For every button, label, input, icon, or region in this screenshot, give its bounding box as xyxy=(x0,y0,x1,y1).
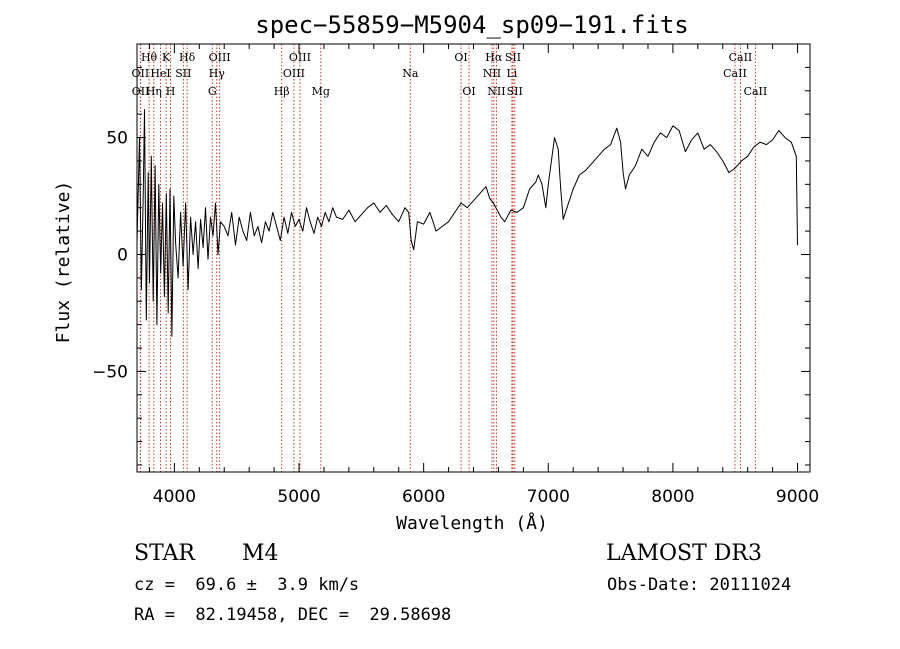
x-tick-label-5: 9000 xyxy=(776,487,819,507)
x-tick-label-0: 4000 xyxy=(153,487,196,507)
line-label-26: CaII xyxy=(723,67,747,80)
coordinates: RA = 82.19458, DEC = 29.58698 xyxy=(134,605,451,625)
line-label-27: CaII xyxy=(744,85,768,98)
line-label-18: OI xyxy=(462,85,475,98)
line-label-6: Hδ xyxy=(179,51,196,64)
line-label-2: OII xyxy=(132,85,150,98)
x-tick-label-4: 8000 xyxy=(651,487,694,507)
survey-name: LAMOST DR3 xyxy=(606,541,762,566)
line-label-12: Hβ xyxy=(274,85,290,98)
obs-date: Obs-Date: 20111024 xyxy=(607,575,791,595)
line-label-23: Li xyxy=(506,67,517,80)
chart-title: spec−55859−M5904_sp09−191.fits xyxy=(255,11,688,39)
object-class: STAR xyxy=(134,541,196,566)
line-label-9: OIII xyxy=(209,51,231,64)
line-labels-layer: Hθ OII OII K HeI Hη Hδ SII H OIII Hγ G Hβ OIII OIII Mg N… xyxy=(132,51,768,98)
line-label-4: HeI xyxy=(150,67,170,80)
y-tick-label-1: 0 xyxy=(117,245,128,265)
x-axis-label: Wavelength (Å) xyxy=(396,512,548,534)
line-label-20: NII xyxy=(483,67,501,80)
line-label-7: SII xyxy=(175,67,191,80)
line-label-11: G xyxy=(208,85,217,98)
spectrum-line xyxy=(136,109,798,337)
line-label-15: Mg xyxy=(312,85,330,98)
y-axis: −50 0 50 xyxy=(92,43,810,466)
x-axis: 4000 5000 6000 7000 8000 9000 xyxy=(148,44,819,507)
y-axis-label: Flux (relative) xyxy=(53,181,74,344)
line-label-24: SII xyxy=(507,85,523,98)
line-label-22: SII xyxy=(505,51,521,64)
line-label-14: OIII xyxy=(283,67,305,80)
line-label-0: Hθ xyxy=(141,51,158,64)
redshift-readout: cz = 69.6 ± 3.9 km/s xyxy=(134,575,359,595)
line-label-3: K xyxy=(162,51,171,64)
line-label-21: NII xyxy=(487,85,505,98)
line-label-25: CaII xyxy=(729,51,753,64)
line-label-16: Na xyxy=(402,67,419,80)
plot-frame xyxy=(136,43,811,473)
y-tick-label-0: −50 xyxy=(92,362,128,382)
line-label-13: OIII xyxy=(289,51,311,64)
line-label-8: H xyxy=(166,85,176,98)
emission-lines-layer xyxy=(139,44,756,472)
spectrum-layer xyxy=(136,109,798,337)
line-label-5: Hη xyxy=(146,85,162,98)
y-tick-label-2: 50 xyxy=(106,129,128,149)
x-tick-label-2: 6000 xyxy=(402,487,445,507)
x-tick-label-1: 5000 xyxy=(277,487,320,507)
object-subclass: M4 xyxy=(242,541,279,566)
line-label-17: OI xyxy=(454,51,467,64)
x-tick-label-3: 7000 xyxy=(527,487,570,507)
line-label-1: OII xyxy=(132,67,150,80)
line-label-19: Hα xyxy=(485,51,503,64)
line-label-10: Hγ xyxy=(209,67,226,80)
